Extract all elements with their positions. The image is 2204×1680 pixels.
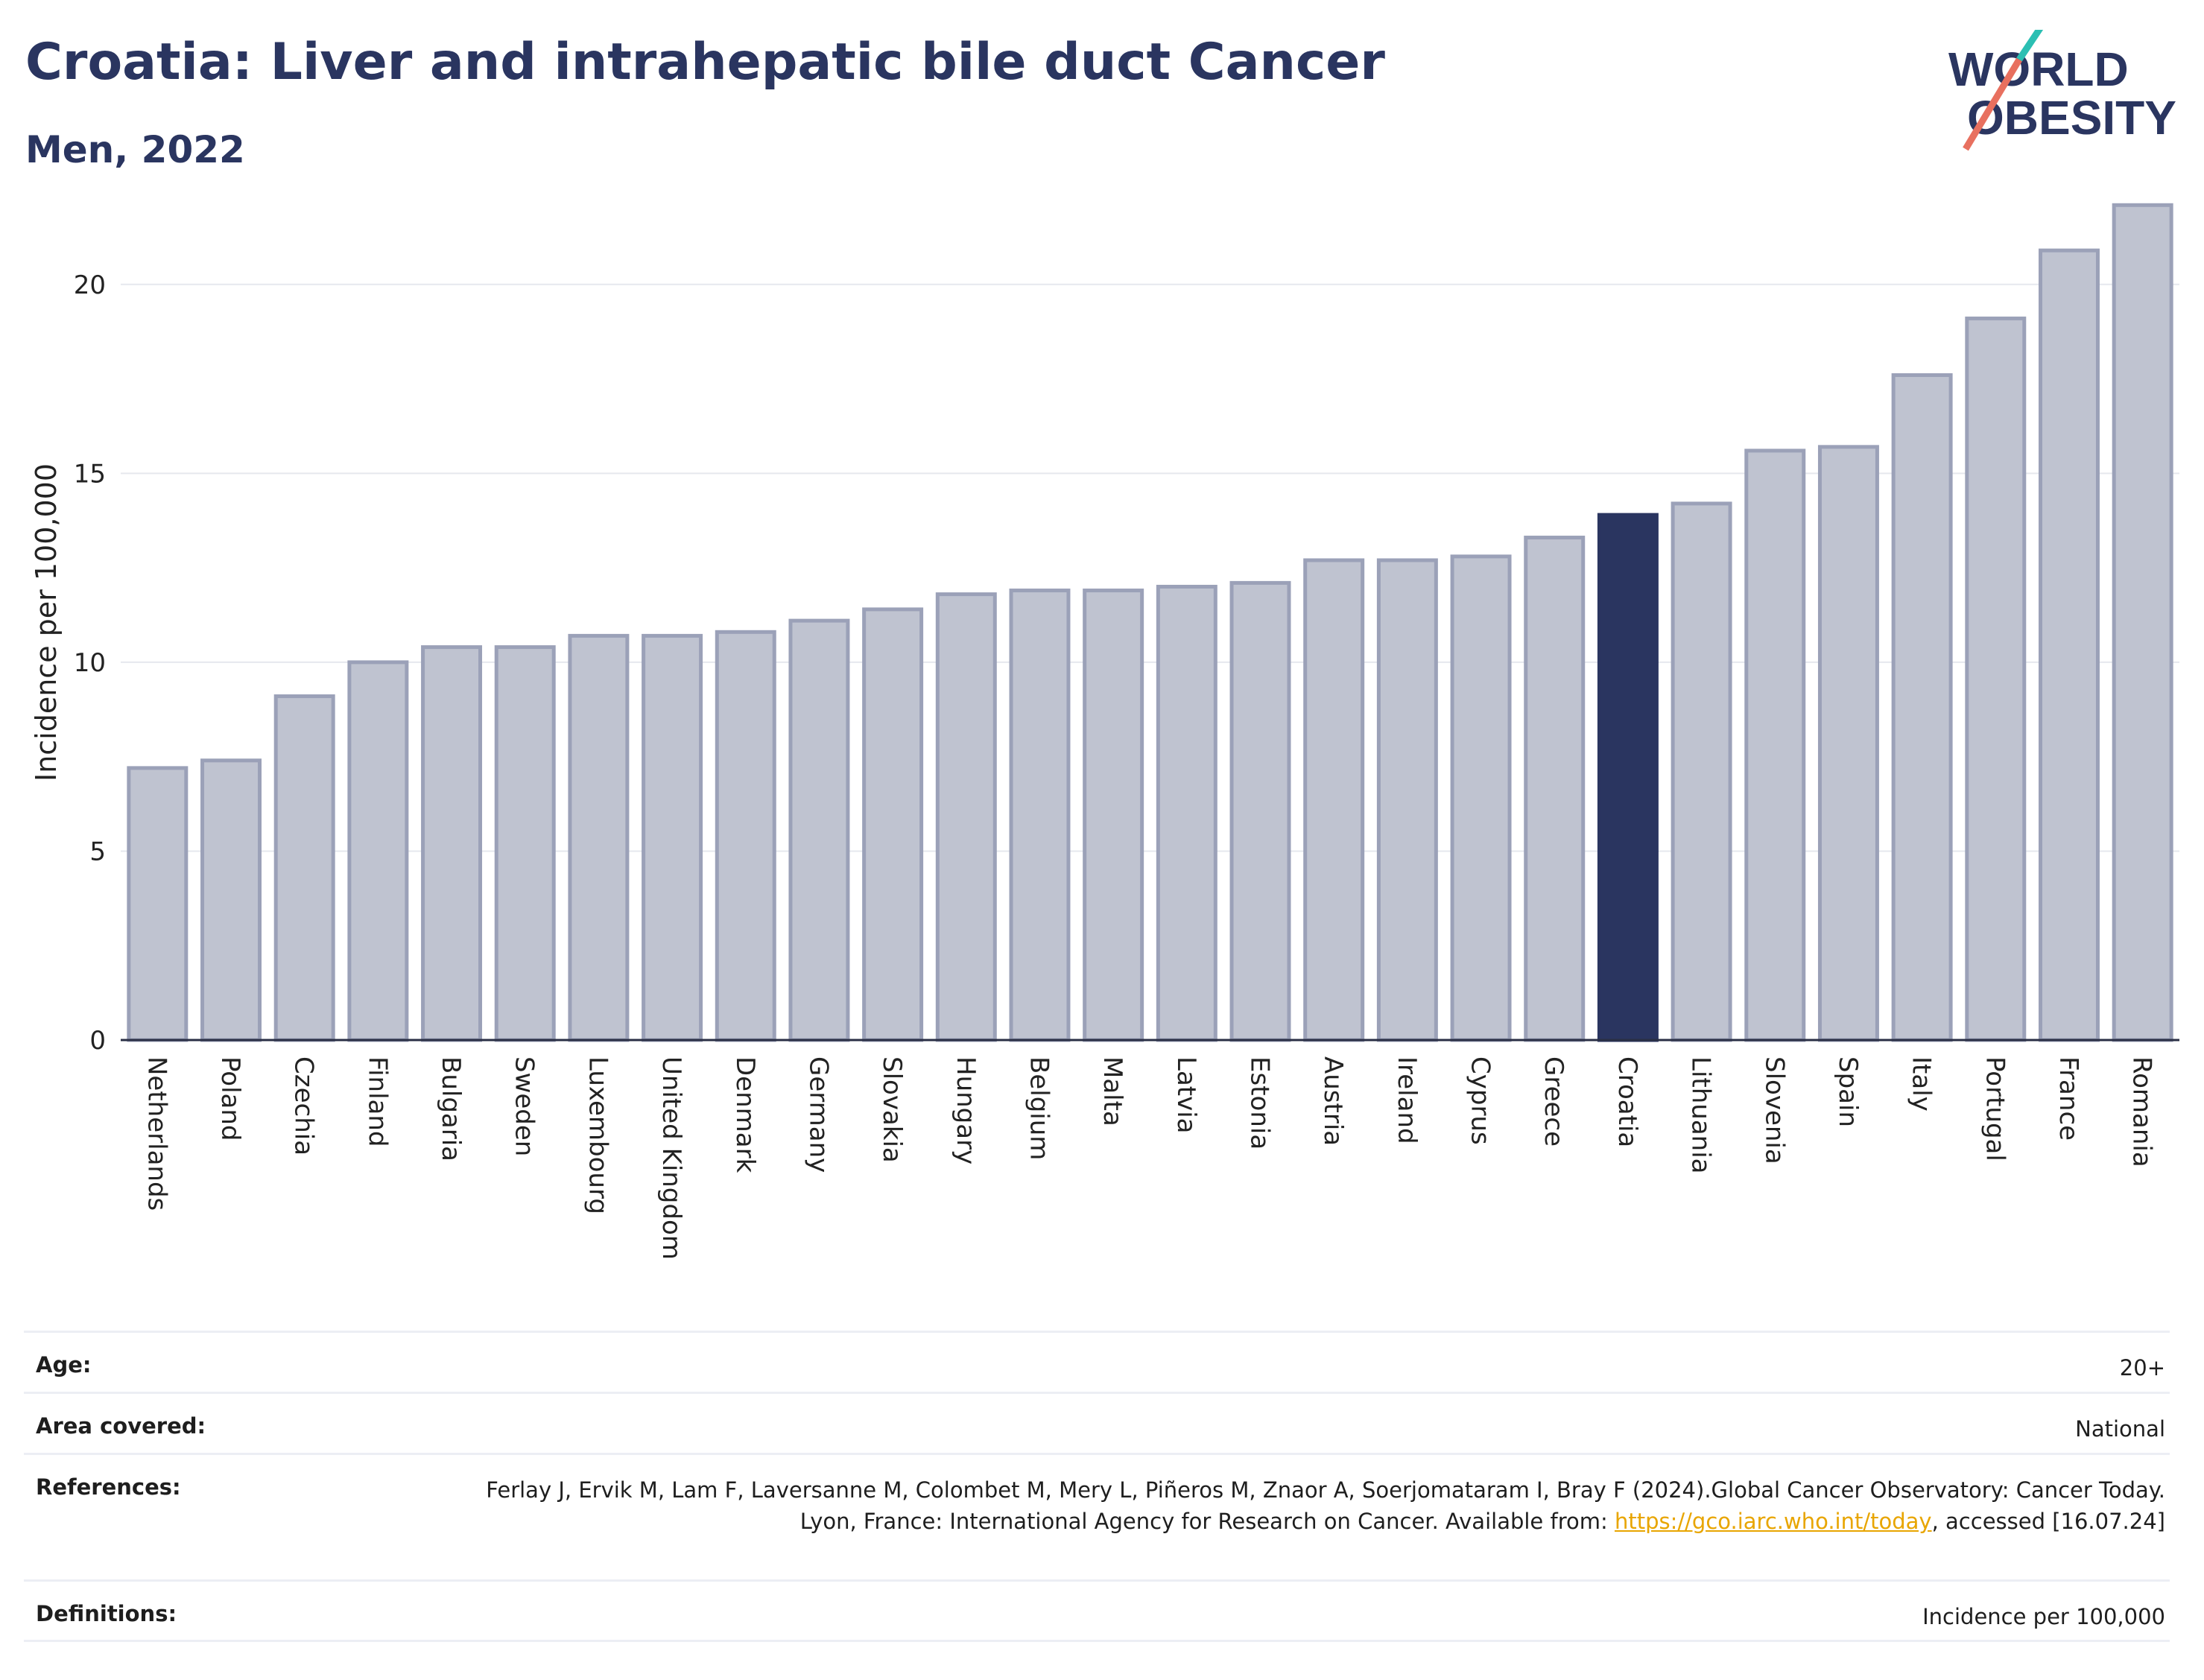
bar-netherlands bbox=[127, 766, 189, 1042]
y-tick-label: 10 bbox=[74, 648, 106, 678]
x-tick-label: Austria bbox=[1318, 1056, 1348, 1146]
logo-word-2: OBESITY bbox=[1967, 91, 2176, 145]
x-tick-label: Slovenia bbox=[1759, 1056, 1789, 1164]
x-tick-label: Italy bbox=[1907, 1056, 1937, 1112]
bar-france bbox=[2038, 248, 2100, 1042]
logo-word-1: WORLD bbox=[1948, 42, 2129, 96]
x-tick-label: Czechia bbox=[289, 1056, 319, 1156]
x-tick-label: Netherlands bbox=[142, 1056, 171, 1211]
meta-row-definitions: Definitions: Incidence per 100,000 bbox=[24, 1579, 2170, 1642]
x-tick-label: Slovakia bbox=[877, 1056, 907, 1163]
x-tick-label: Estonia bbox=[1245, 1056, 1275, 1150]
x-tick-label: Cyprus bbox=[1466, 1056, 1495, 1145]
reference-accessed: , accessed [16.07.24] bbox=[1931, 1509, 2165, 1534]
meta-label-age: Age: bbox=[36, 1352, 92, 1378]
bar-denmark bbox=[715, 630, 776, 1042]
x-axis-ticks: Netherlands Poland Czechia Finland Bulgaria S… bbox=[142, 1056, 2156, 1260]
bar-chart: 0 5 10 15 20 Netherlands Poland Czechia Finland… bbox=[30, 203, 2179, 1260]
x-tick-label: Hungary bbox=[951, 1056, 981, 1164]
meta-label-references: References: bbox=[36, 1474, 181, 1500]
bar-bulgaria bbox=[421, 645, 483, 1042]
bar-slovakia bbox=[862, 607, 924, 1042]
x-tick-label: Croatia bbox=[1612, 1056, 1642, 1147]
bar-czechia bbox=[273, 694, 335, 1042]
bar-ireland bbox=[1376, 558, 1438, 1042]
meta-row-area: Area covered: National bbox=[24, 1392, 2170, 1453]
bar-belgium bbox=[1009, 589, 1071, 1042]
x-tick-label: Ireland bbox=[1392, 1056, 1422, 1144]
y-axis-label: Incidence per 100,000 bbox=[30, 463, 63, 782]
bar-greece bbox=[1524, 536, 1586, 1042]
meta-label-definitions: Definitions: bbox=[36, 1601, 177, 1626]
x-tick-label: Latvia bbox=[1171, 1056, 1201, 1134]
reference-link[interactable]: https://gco.iarc.who.int/today bbox=[1614, 1509, 1932, 1534]
meta-value-area: National bbox=[2075, 1416, 2165, 1442]
logo-slash-coral bbox=[1963, 57, 2022, 151]
y-tick-label: 20 bbox=[74, 270, 106, 300]
x-tick-label: Sweden bbox=[510, 1056, 539, 1156]
bar-croatia bbox=[1597, 513, 1659, 1042]
bar-estonia bbox=[1229, 580, 1291, 1042]
x-tick-label: Romania bbox=[2127, 1056, 2157, 1167]
bar-luxembourg bbox=[568, 633, 630, 1042]
x-tick-label: Poland bbox=[215, 1056, 245, 1141]
bar-poland bbox=[200, 758, 262, 1042]
bar-spain bbox=[1817, 445, 1879, 1042]
bar-united-kingdom bbox=[642, 633, 703, 1042]
metadata-table: Age: 20+ Area covered: National Referenc… bbox=[24, 1331, 2170, 1642]
bar-slovenia bbox=[1744, 448, 1806, 1042]
x-tick-label: Greece bbox=[1539, 1056, 1568, 1147]
x-tick-label: United Kingdom bbox=[656, 1056, 686, 1260]
y-tick-label: 0 bbox=[89, 1026, 106, 1056]
x-tick-label: Germany bbox=[803, 1056, 833, 1173]
meta-row-references: References: Ferlay J, Ervik M, Lam F, La… bbox=[24, 1453, 2170, 1579]
x-tick-label: Finland bbox=[362, 1056, 392, 1147]
meta-value-definitions: Incidence per 100,000 bbox=[1922, 1604, 2165, 1629]
bar-finland bbox=[347, 660, 409, 1042]
reference-text: Ferlay J, Ervik M, Lam F, Laversanne M, … bbox=[486, 1477, 2165, 1534]
bar-romania bbox=[2112, 203, 2173, 1042]
world-obesity-logo: WORLD OBESITY bbox=[1948, 30, 2176, 151]
meta-value-age: 20+ bbox=[2119, 1355, 2165, 1381]
y-axis-ticks: 0 5 10 15 20 bbox=[74, 270, 106, 1056]
bar-lithuania bbox=[1671, 501, 1732, 1042]
x-tick-label: Bulgaria bbox=[436, 1056, 466, 1161]
x-tick-label: France bbox=[2053, 1056, 2083, 1141]
bar-italy bbox=[1891, 373, 1953, 1042]
meta-row-age: Age: 20+ bbox=[24, 1331, 2170, 1392]
x-tick-label: Belgium bbox=[1024, 1056, 1054, 1160]
x-tick-label: Denmark bbox=[730, 1056, 760, 1173]
bar-latvia bbox=[1156, 584, 1217, 1042]
x-tick-label: Portugal bbox=[1980, 1056, 2010, 1161]
bar-germany bbox=[788, 618, 850, 1042]
y-tick-label: 15 bbox=[74, 459, 106, 489]
bar-sweden bbox=[494, 645, 556, 1042]
chart-subtitle: Men, 2022 bbox=[25, 128, 245, 171]
x-tick-label: Malta bbox=[1098, 1056, 1127, 1126]
meta-label-area: Area covered: bbox=[36, 1413, 206, 1439]
y-tick-label: 5 bbox=[89, 837, 106, 866]
bar-hungary bbox=[935, 592, 997, 1042]
logo-slash-teal bbox=[2016, 30, 2044, 62]
x-tick-label: Lithuania bbox=[1686, 1056, 1716, 1173]
x-tick-label: Spain bbox=[1833, 1056, 1863, 1127]
x-tick-label: Luxembourg bbox=[583, 1056, 612, 1214]
meta-value-references: Ferlay J, Ervik M, Lam F, Laversanne M, … bbox=[452, 1474, 2165, 1537]
bar-austria bbox=[1303, 558, 1365, 1042]
chart-title: Croatia: Liver and intrahepatic bile duc… bbox=[25, 33, 1385, 92]
bar-portugal bbox=[1965, 316, 2027, 1042]
bar-cyprus bbox=[1450, 554, 1512, 1042]
bar-malta bbox=[1083, 589, 1144, 1042]
chart-bars bbox=[127, 203, 2173, 1042]
